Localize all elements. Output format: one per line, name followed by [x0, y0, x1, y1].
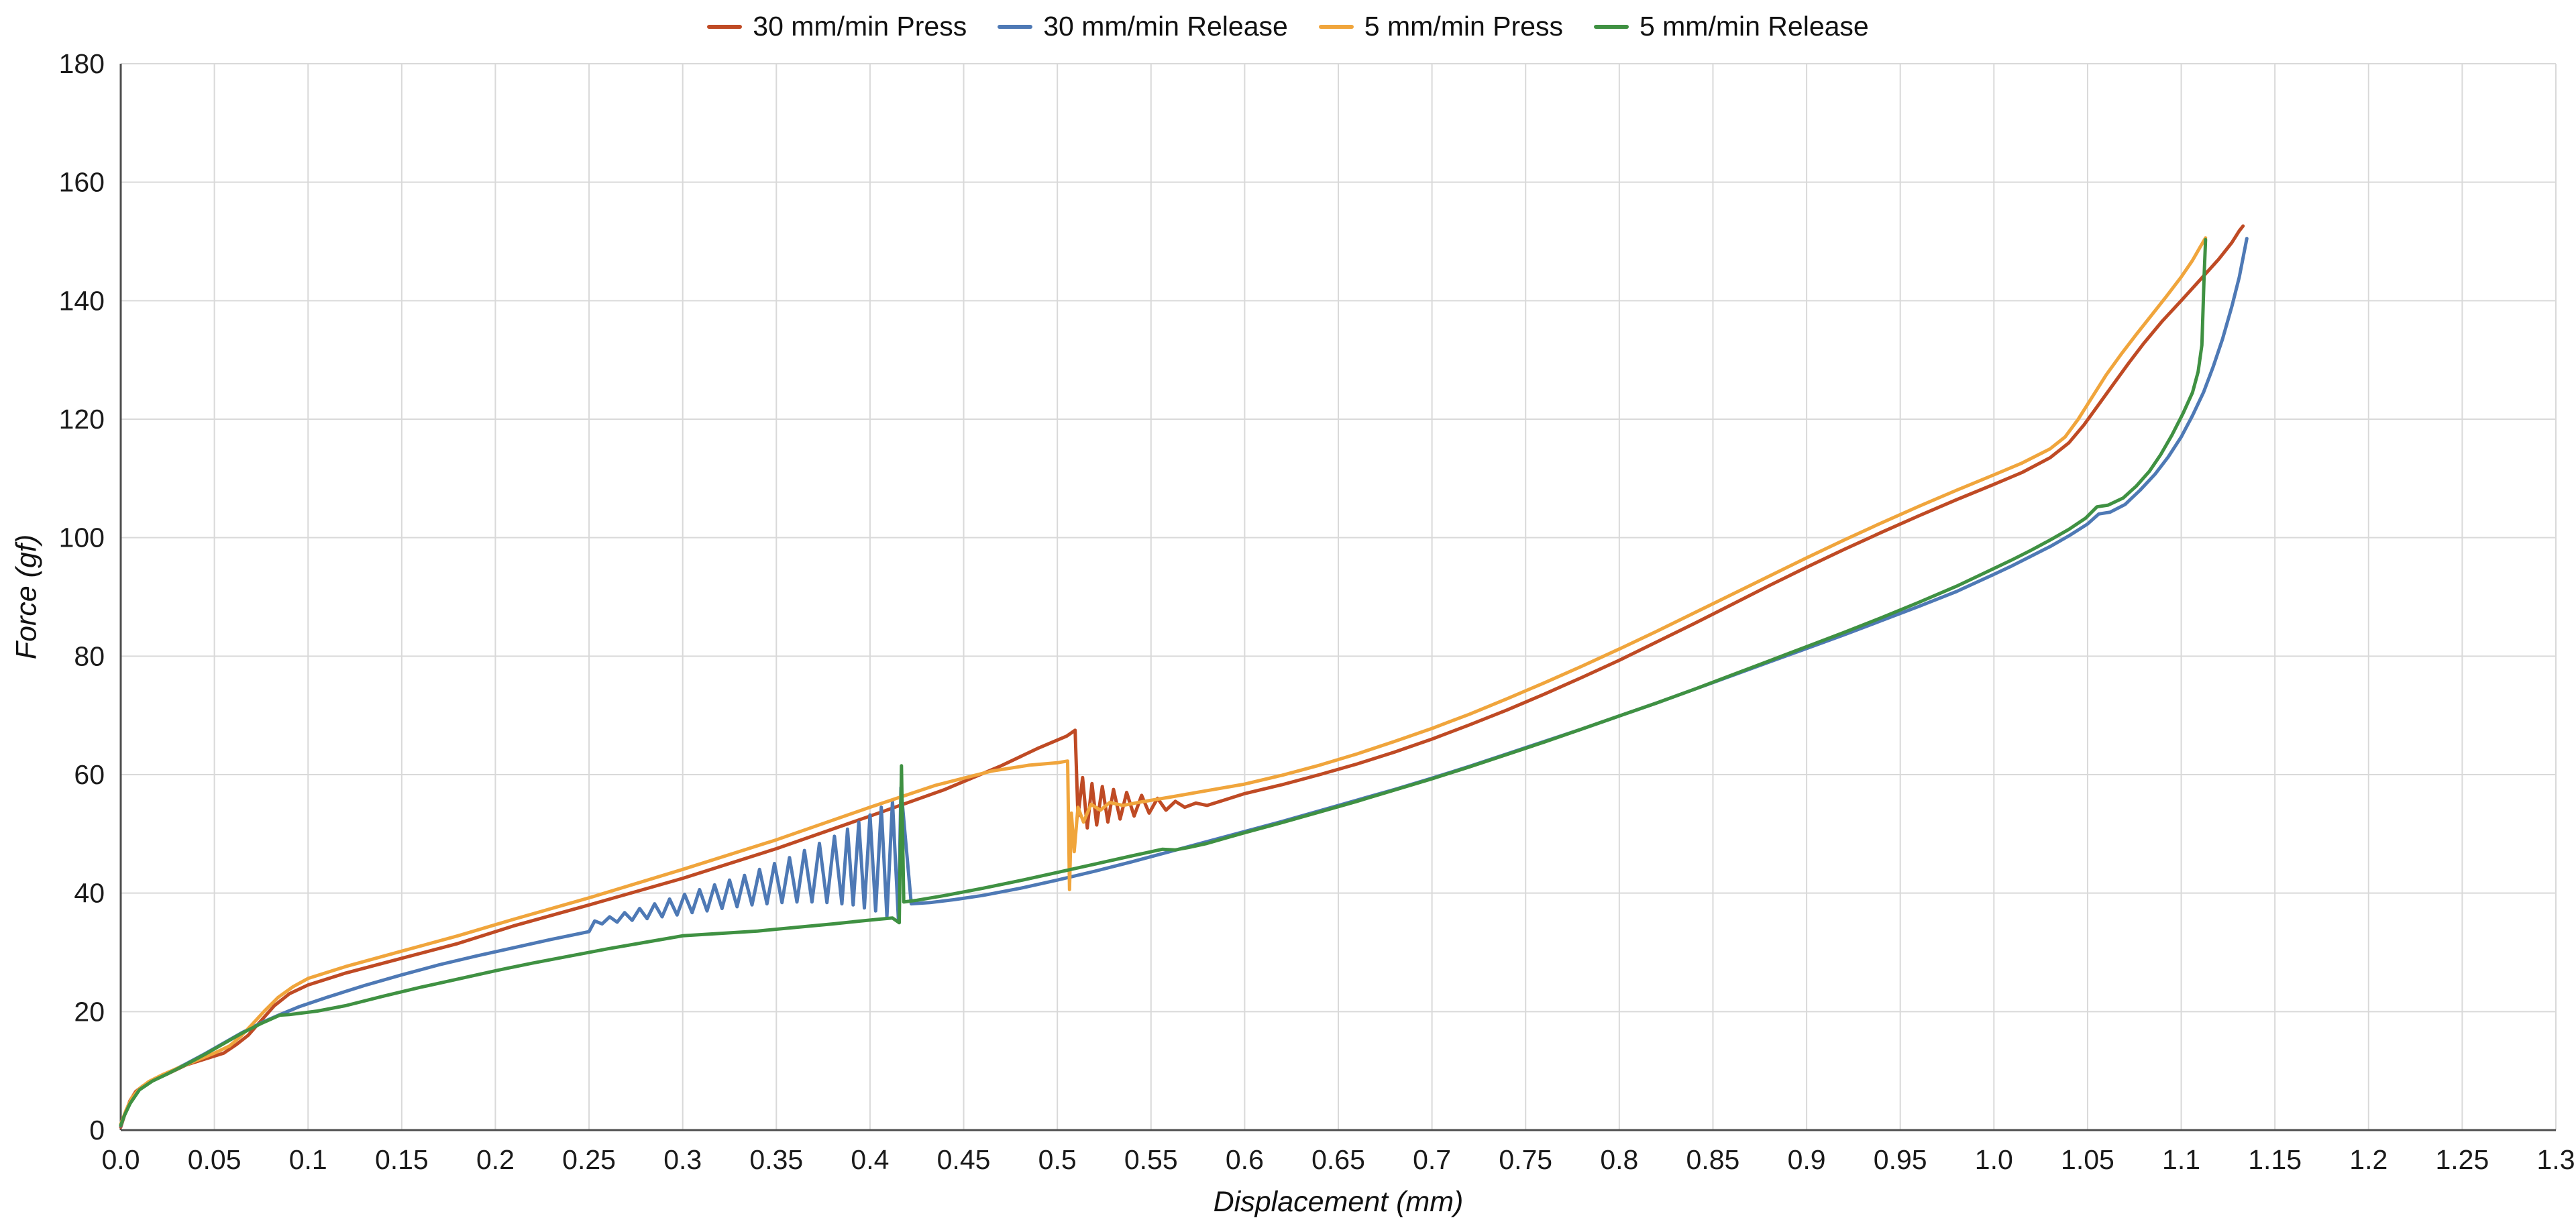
series-line-5-mm-min-release [119, 237, 2208, 1127]
y-tick-label: 0 [89, 1115, 105, 1146]
y-tick-label: 140 [59, 285, 105, 316]
chart-legend: 30 mm/min Press 30 mm/min Release 5 mm/min… [0, 11, 2576, 42]
legend-item-30-mm-min-release[interactable]: 30 mm/min Release [998, 11, 1288, 42]
x-tick-label: 0.35 [749, 1144, 803, 1175]
legend-item-30-mm-min-press[interactable]: 30 mm/min Press [707, 11, 967, 42]
series-line-5-mm-min-press [119, 236, 2208, 1126]
x-tick-label: 0.7 [1413, 1144, 1451, 1175]
y-tick-label: 160 [59, 167, 105, 198]
x-tick-label: 1.1 [2162, 1144, 2200, 1175]
series-line-30-mm-min-press [119, 224, 2245, 1129]
legend-label: 30 mm/min Release [1043, 11, 1288, 42]
x-tick-label: 0.5 [1038, 1144, 1077, 1175]
legend-line-swatch [1593, 24, 1629, 29]
y-tick-label: 180 [59, 48, 105, 79]
x-tick-label: 0.15 [375, 1144, 429, 1175]
x-tick-label: 0.2 [476, 1144, 515, 1175]
legend-item-5-mm-min-release[interactable]: 5 mm/min Release [1593, 11, 1869, 42]
x-tick-label: 1.0 [1975, 1144, 2013, 1175]
x-tick-label: 1.15 [2248, 1144, 2302, 1175]
x-tick-label: 0.25 [562, 1144, 616, 1175]
x-tick-label: 0.9 [1788, 1144, 1826, 1175]
y-axis-title: Force (gf) [10, 534, 43, 660]
x-tick-label: 1.2 [2349, 1144, 2387, 1175]
y-tick-label: 60 [74, 759, 105, 790]
x-tick-label: 0.0 [102, 1144, 140, 1175]
y-tick-label: 80 [74, 640, 105, 671]
x-tick-label: 0.3 [663, 1144, 702, 1175]
x-tick-label: 0.6 [1226, 1144, 1264, 1175]
x-tick-label: 1.25 [2435, 1144, 2489, 1175]
y-tick-label: 20 [74, 996, 105, 1027]
legend-label: 5 mm/min Release [1639, 11, 1869, 42]
y-tick-label: 40 [74, 878, 105, 909]
x-tick-label: 0.05 [188, 1144, 241, 1175]
x-tick-label: 0.95 [1874, 1144, 1927, 1175]
y-tick-label: 100 [59, 522, 105, 553]
x-tick-label: 0.55 [1124, 1144, 1178, 1175]
legend-line-swatch [707, 24, 743, 29]
x-tick-label: 0.75 [1499, 1144, 1552, 1175]
x-tick-label: 0.45 [937, 1144, 991, 1175]
x-tick-label: 0.1 [289, 1144, 327, 1175]
legend-line-swatch [998, 24, 1033, 29]
legend-label: 5 mm/min Press [1364, 11, 1563, 42]
legend-label: 30 mm/min Press [753, 11, 967, 42]
legend-item-5-mm-min-press[interactable]: 5 mm/min Press [1318, 11, 1563, 42]
x-tick-label: 0.65 [1311, 1144, 1365, 1175]
legend-line-swatch [1318, 24, 1354, 29]
x-tick-label: 1.05 [2061, 1144, 2114, 1175]
x-tick-label: 0.8 [1600, 1144, 1638, 1175]
series-line-30-mm-min-release [119, 237, 2249, 1128]
x-tick-label: 0.4 [851, 1144, 889, 1175]
x-axis-title: Displacement (mm) [1213, 1186, 1464, 1218]
x-tick-label: 0.85 [1686, 1144, 1740, 1175]
y-tick-label: 120 [59, 404, 105, 435]
x-tick-label: 1.3 [2537, 1144, 2575, 1175]
